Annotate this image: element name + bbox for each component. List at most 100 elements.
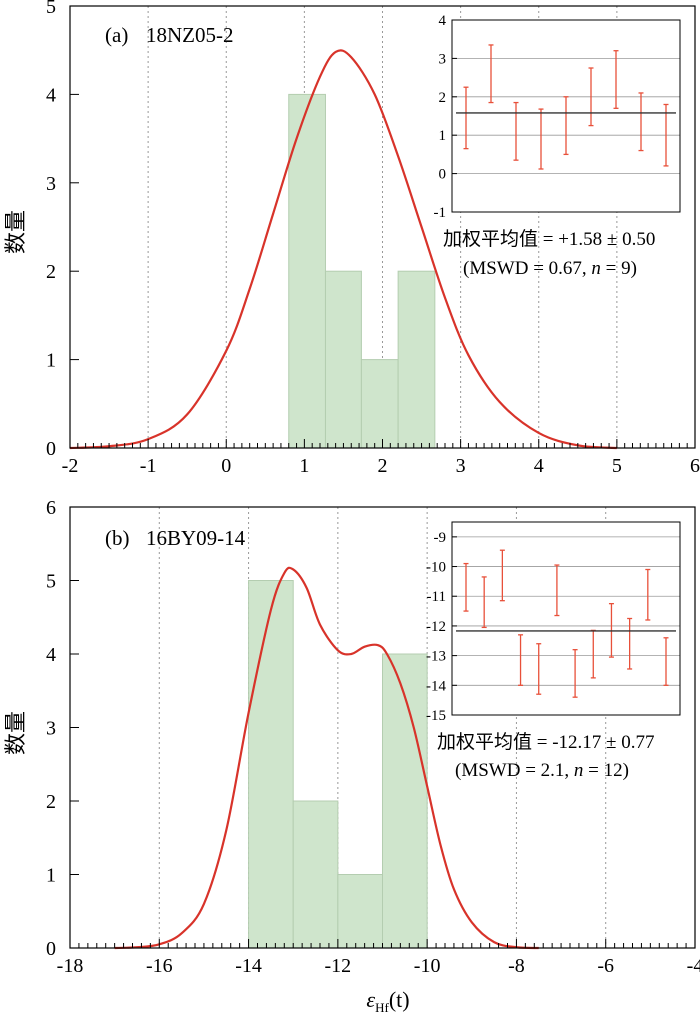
y-tick-label: 4 — [46, 644, 56, 666]
inset-y-tick-label: -15 — [426, 708, 446, 724]
y-tick-label: 2 — [46, 791, 56, 813]
panel-a-mswd: (MSWD = 0.67, n = 9) — [463, 258, 637, 279]
histogram-bar — [337, 874, 384, 949]
inset-error-bar — [663, 637, 669, 686]
panel-b-inset-frame — [451, 521, 681, 716]
x-axis-label-epsilon: ε — [366, 987, 375, 1012]
x-tick-label: -12 — [325, 955, 352, 977]
inset-y-tick-label: -13 — [426, 649, 446, 665]
panel-b-label: (b) — [105, 526, 130, 550]
histogram-bar — [360, 359, 399, 449]
inset-error-bar — [481, 576, 487, 629]
histogram-bar — [397, 270, 436, 449]
panel-b-inset-background — [452, 522, 680, 715]
panel-a-x-ticks: -2 -1 0 1 2 3 4 5 6 — [62, 439, 700, 477]
panel-b-mswd: (MSWD = 2.1, n = 12) — [455, 760, 629, 781]
panel-b-inset-y-ticks: -15 -14 -13 -12 -11 -10 -9 — [426, 530, 457, 724]
inset-error-bar — [463, 86, 469, 150]
inset-error-bar — [538, 108, 544, 170]
y-tick-label: 2 — [46, 261, 56, 283]
panel-b-ylabel: 数量 — [3, 711, 28, 755]
y-tick-label: 4 — [46, 84, 56, 106]
panel-a-inset-error-bars — [463, 44, 669, 170]
x-tick-label: -6 — [597, 955, 614, 977]
x-tick-label: 1 — [299, 455, 309, 477]
x-tick-label: -14 — [235, 955, 262, 977]
x-tick-label: -1 — [140, 455, 157, 477]
inset-y-tick-label: 3 — [439, 51, 447, 67]
inset-y-tick-label: -1 — [434, 205, 447, 221]
y-tick-label: 1 — [46, 350, 56, 372]
y-tick-label: 3 — [46, 718, 56, 740]
y-tick-label: 5 — [46, 0, 56, 18]
inset-error-bar — [488, 44, 494, 104]
inset-y-tick-label: 0 — [439, 167, 447, 183]
inset-error-bar — [572, 649, 578, 698]
inset-y-tick-label: -11 — [427, 589, 446, 605]
histogram-bar — [382, 653, 428, 949]
inset-error-bar — [536, 643, 542, 695]
panel-a-inset-frame — [451, 19, 681, 213]
panel-b-mswd-prefix: (MSWD = 2.1, — [455, 760, 574, 781]
panel-b-mswd-n: n — [574, 760, 584, 781]
histogram-bar — [248, 580, 294, 949]
panel-a-histogram — [288, 93, 436, 449]
x-tick-label: -4 — [687, 955, 700, 977]
inset-y-tick-label: 2 — [439, 90, 447, 106]
panel-a-y-ticks: 0 1 2 3 4 5 — [46, 0, 79, 460]
x-tick-label: 3 — [456, 455, 466, 477]
y-tick-label: 3 — [46, 173, 56, 195]
y-tick-label: 0 — [46, 438, 56, 460]
panel-b-sample-name: 16BY09-14 — [146, 526, 246, 550]
inset-y-tick-label: -12 — [426, 619, 446, 635]
inset-error-bar — [554, 564, 560, 617]
x-tick-label: -10 — [414, 955, 441, 977]
panel-a-inset-y-ticks: -1 0 1 2 3 4 — [434, 13, 457, 221]
inset-error-bar — [563, 96, 569, 156]
x-tick-label: 0 — [221, 455, 231, 477]
panel-a-weighted-mean: 加权平均值 = +1.58 ± 0.50 — [443, 228, 655, 250]
panel-a-density-curve — [69, 49, 617, 450]
panel-a: -2 -1 0 1 2 3 4 5 6 0 1 2 3 4 5 (a) 18NZ05-2 数量 -1 0 1 2… — [3, 0, 700, 477]
panel-b: -18 -16 -14 -12 -10 -8 -6 -4 0 1 2 3 4 5 6 (b) 16BY09… — [3, 497, 700, 977]
inset-error-bar — [613, 50, 619, 109]
panel-a-mswd-prefix: (MSWD = 0.67, — [463, 258, 591, 279]
x-tick-label: -18 — [57, 955, 84, 977]
x-axis-label-subscript: Hf — [375, 1000, 389, 1015]
inset-error-bar — [499, 549, 505, 602]
panel-b-y-ticks: 0 1 2 3 4 5 6 — [46, 497, 79, 960]
x-tick-label: -8 — [508, 955, 525, 977]
inset-error-bar — [518, 634, 524, 686]
panel-b-weighted-mean: 加权平均值 = -12.17 ± 0.77 — [437, 731, 654, 753]
x-tick-label: 2 — [378, 455, 388, 477]
x-tick-label: 4 — [534, 455, 544, 477]
inset-y-tick-label: -10 — [426, 560, 446, 576]
panel-b-inset: -15 -14 -13 -12 -11 -10 -9 加权平均值 = -12.17 ± 0.… — [426, 521, 681, 781]
panel-a-inset: -1 0 1 2 3 4 加权平均值 = +1.58 ± 0.50 (MSWD = 0.6… — [434, 13, 681, 279]
panel-a-label: (a) — [105, 23, 128, 47]
x-axis-label-tail: (t) — [389, 987, 410, 1012]
inset-error-bar — [588, 67, 594, 127]
y-tick-label: 5 — [46, 571, 56, 593]
x-tick-label: 5 — [612, 455, 622, 477]
x-tick-label: -16 — [146, 955, 173, 977]
inset-y-tick-label: 4 — [439, 13, 447, 29]
panel-b-histogram — [248, 580, 428, 949]
x-tick-label: 6 — [690, 455, 700, 477]
inset-y-tick-label: 1 — [439, 128, 447, 144]
panel-a-ylabel: 数量 — [3, 210, 28, 254]
histogram-bar — [324, 270, 362, 449]
panel-a-mswd-suffix: = 9) — [601, 258, 637, 279]
panel-b-mswd-suffix: = 12) — [583, 760, 629, 781]
panel-a-sample-name: 18NZ05-2 — [146, 23, 234, 47]
panel-a-mswd-n: n — [591, 258, 601, 279]
inset-error-bar — [627, 617, 633, 670]
y-tick-label: 0 — [46, 938, 56, 960]
inset-y-tick-label: -14 — [426, 678, 446, 694]
histogram-bar — [288, 93, 326, 449]
inset-error-bar — [638, 92, 644, 152]
inset-y-tick-label: -9 — [434, 530, 447, 546]
panel-b-density-curve — [114, 566, 539, 950]
x-tick-label: -2 — [62, 455, 79, 477]
